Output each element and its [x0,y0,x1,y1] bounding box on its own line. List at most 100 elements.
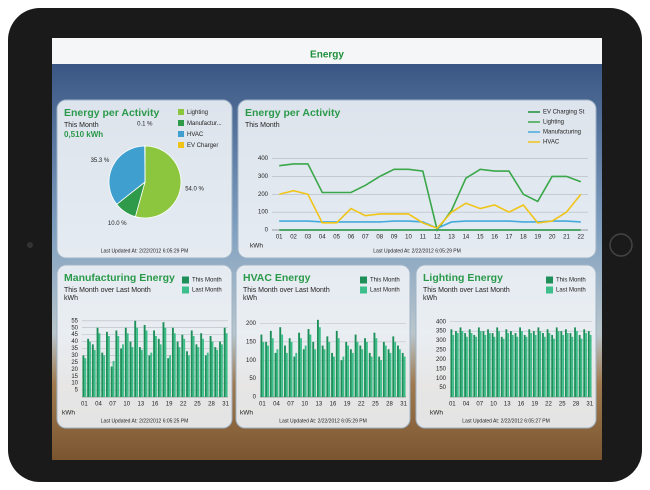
bar [562,334,565,397]
bar [183,338,186,397]
bar [293,356,296,397]
y-axis-label: kWh [423,295,437,302]
bar [178,347,181,397]
bar [106,331,108,397]
bar [140,349,143,397]
bar [98,333,101,397]
y-axis-label: kWh [64,295,78,302]
bar [337,338,340,397]
bar [269,330,272,397]
bar [103,355,106,397]
bar [281,334,284,397]
bar [589,334,592,397]
x-tick-label: 10 [123,402,130,408]
x-tick-label: 31 [222,402,229,408]
x-tick-label: 01 [81,402,88,408]
bar [514,333,517,397]
bar [120,348,123,397]
y-tick-label: 200 [258,192,269,198]
bar [214,347,217,397]
bar [225,333,228,397]
bar [542,333,544,397]
y-tick-label: 250 [436,348,447,354]
y-tick-label: 15 [71,374,78,380]
y-tick-label: 200 [436,357,447,363]
panel-title: Energy per Activity [245,107,340,119]
bar [173,333,176,397]
bar [521,331,523,397]
bar [456,333,459,397]
x-axis-label: kWh [430,410,443,417]
y-tick-label: 25 [71,360,78,366]
legend-label: Last Month [370,288,400,294]
x-tick-label: 11 [420,235,427,241]
bar [314,349,317,397]
legend-swatch [182,286,189,294]
y-tick-label: 55 [71,318,78,324]
y-tick-label: 20 [71,367,78,373]
legend-swatch [182,276,189,284]
bar [530,333,532,397]
x-tick-label: 16 [152,402,159,408]
bar [171,327,174,397]
bar [323,349,326,397]
bar [455,331,457,397]
panel-subtitle: This Month [245,122,280,129]
y-tick-label: 150 [436,366,447,372]
bar [216,349,219,397]
legend-label: Manufactur... [187,121,222,127]
y-tick-label: 350 [436,329,447,335]
bar [473,334,476,397]
legend-label: HVAC [187,132,204,138]
bar [496,327,499,397]
legend-swatch [546,286,553,294]
panel-subtitle: This Month over Last Month [243,287,330,294]
panel-subtitle: This Month over Last Month [64,287,151,294]
bar [532,331,535,397]
bar [389,352,392,397]
bar [551,334,554,397]
legend-label: EV Charger [187,143,218,149]
bar [403,356,406,397]
x-tick-label: 09 [391,235,398,241]
slice-label: 0.1 % [137,122,153,128]
panel-footer: Last Updated At: 2/22/2012 6:05:29 PM [101,248,189,254]
bar [124,327,127,397]
panel-background [237,99,597,259]
bar [131,347,134,397]
bar [539,331,542,397]
bar [206,352,209,397]
bar [220,344,223,397]
bar [575,331,578,397]
panel: Lighting Energy This Month over Last Mont… [415,264,597,429]
panel-footer: Last Updated At: 2/22/2012 6:05:27 PM [462,418,550,424]
bar [162,322,165,397]
legend-label: Lighting [543,120,564,126]
bar [487,329,489,397]
bar [96,327,99,397]
x-axis-label: kWh [240,410,253,417]
x-tick-label: 07 [109,402,116,408]
bar [482,331,485,397]
bar [298,332,301,397]
header-bar [52,38,602,64]
bar [143,324,146,397]
bar [364,338,366,397]
home-button[interactable] [609,233,633,257]
panel-title: Energy per Activity [64,107,159,119]
legend-swatch [178,120,184,126]
x-tick-label: 04 [463,402,470,408]
bar [351,352,354,397]
y-tick-label: 30 [71,353,78,359]
panel: Energy per Activity This Month Last Update… [56,99,233,259]
bar [288,338,291,397]
bar [464,333,467,397]
y-tick-label: 0 [265,228,269,234]
panel-title: HVAC Energy [243,272,311,284]
bar [450,329,453,397]
bar [93,349,96,397]
x-tick-label: 13 [316,402,323,408]
x-tick-label: 25 [559,402,566,408]
x-tick-label: 13 [138,402,145,408]
bar [157,338,160,397]
